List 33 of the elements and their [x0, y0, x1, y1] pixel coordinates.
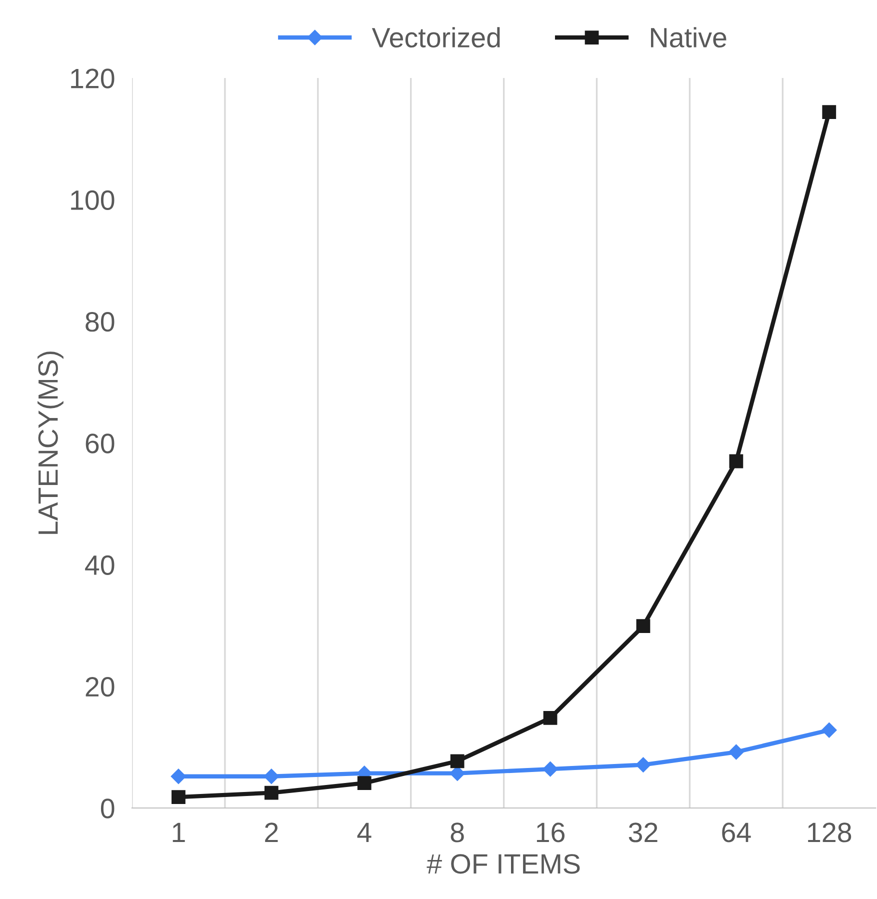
x-tick-label: 2: [265, 822, 278, 842]
x-tick-label: 8: [450, 822, 464, 842]
point: [636, 619, 650, 634]
x-tick-label: 1: [172, 822, 185, 842]
point: [822, 105, 836, 120]
legend-label: Vectorized: [372, 27, 500, 48]
y-tick-label: 40: [85, 555, 114, 576]
x-tick-label: 128: [808, 822, 852, 842]
x-tick-label: 16: [536, 822, 565, 842]
legend-label: Native: [651, 27, 726, 48]
point: [172, 790, 186, 804]
point: [729, 454, 744, 468]
point: [170, 768, 186, 784]
point: [542, 761, 558, 777]
y-tick-label: 120: [71, 68, 114, 88]
x-tick-label: 4: [357, 822, 372, 842]
x-tick-label: 64: [722, 822, 751, 842]
point: [357, 776, 372, 790]
y-tick-label: 80: [86, 312, 114, 332]
point: [822, 722, 837, 738]
point: [728, 744, 744, 760]
point: [450, 754, 464, 768]
x-axis-title: # OF ITEMS: [426, 854, 580, 874]
y-axis-title: LATENCY(MS): [38, 352, 64, 534]
y-tick-label: 20: [86, 677, 114, 697]
y-tick-label: 100: [71, 190, 114, 210]
point: [264, 768, 279, 784]
y-tick-label: 60: [86, 434, 114, 454]
point: [543, 711, 558, 725]
point: [264, 786, 278, 800]
point: [636, 757, 651, 772]
x-tick-label: 32: [628, 822, 658, 842]
y-tick-label: 0: [100, 798, 114, 818]
